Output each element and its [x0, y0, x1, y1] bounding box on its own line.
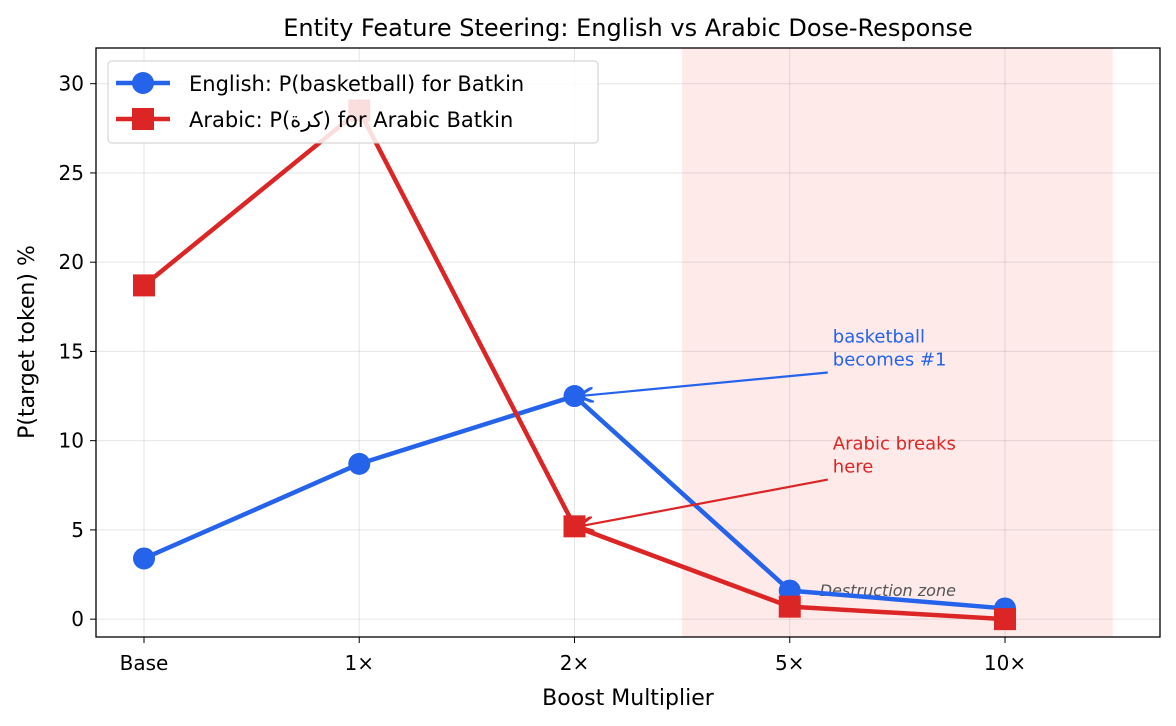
- annotation-text: Arabic breaks: [833, 434, 956, 455]
- legend-label: Arabic: P(كرة) for Arabic Batkin: [189, 108, 513, 132]
- legend-marker: [132, 72, 154, 94]
- plot-frame: [95, 47, 1161, 638]
- data-point: [994, 608, 1016, 631]
- data-point: [133, 274, 155, 297]
- y-axis-label: P(target token) %: [15, 245, 40, 439]
- annotation-arrow: [580, 478, 829, 527]
- y-tick-label: 15: [59, 339, 84, 363]
- data-point: [348, 452, 371, 475]
- annotation-text: becomes #1: [833, 350, 947, 371]
- x-axis-label: Boost Multiplier: [542, 686, 715, 711]
- data-point: [133, 547, 155, 570]
- data-point: [778, 595, 801, 618]
- y-tick-label: 0: [71, 607, 84, 631]
- x-tick-label: 2×: [560, 651, 589, 675]
- annotation-text: here: [833, 457, 874, 478]
- legend: English: P(basketball) for Batkin Arabic:…: [107, 60, 599, 144]
- x-tick-label: 1×: [345, 651, 374, 675]
- y-tick-label: 30: [59, 72, 84, 96]
- y-tick-label: 20: [59, 250, 84, 274]
- x-tick-label: 10×: [984, 651, 1026, 675]
- destruction-zone: [682, 48, 1113, 637]
- y-tick-label: 5: [71, 518, 84, 542]
- chart-title: Entity Feature Steering: English vs Arab…: [283, 14, 973, 42]
- annotation-text: basketball: [833, 327, 925, 348]
- annotation-arrow: [580, 371, 828, 397]
- legend-marker: [132, 108, 154, 130]
- legend-box: [107, 60, 599, 144]
- x-tick-label: Base: [120, 651, 169, 675]
- y-tick-label: 10: [59, 429, 84, 453]
- legend-label: English: P(basketball) for Batkin: [189, 72, 524, 96]
- y-tick-label: 25: [59, 161, 84, 185]
- x-tick-label: 5×: [775, 651, 804, 675]
